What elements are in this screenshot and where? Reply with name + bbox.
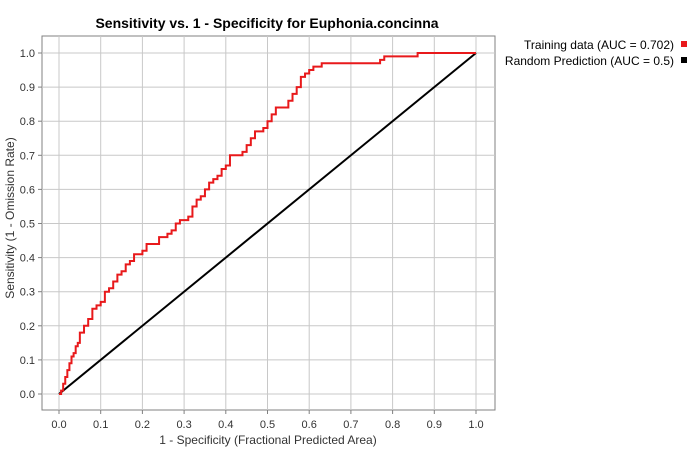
y-tick-label: 0.6 (20, 184, 35, 196)
y-tick-label: 0.5 (20, 219, 35, 231)
y-tick-label: 0.8 (20, 116, 35, 128)
y-tick-label: 0.2 (20, 321, 35, 333)
legend-entry-label: Random Prediction (AUC = 0.5) (505, 54, 674, 68)
y-tick-label: 0.7 (20, 150, 35, 162)
y-tick-label: 0.3 (20, 287, 35, 299)
legend: Training data (AUC = 0.702) Random Predic… (505, 38, 687, 68)
x-tick-label: 0.7 (343, 419, 358, 431)
x-tick-label: 0.6 (302, 419, 317, 431)
x-tick-label: 0.2 (135, 419, 150, 431)
legend-entry-label: Training data (AUC = 0.702) (524, 38, 674, 52)
series-lines (58, 52, 477, 395)
legend-swatch (681, 57, 687, 63)
x-tick-label: 0.4 (218, 419, 233, 431)
y-axis-label: Sensitivity (1 - Omission Rate) (3, 137, 17, 298)
x-tick-label: 1.0 (468, 419, 483, 431)
x-tick-label: 0.0 (51, 419, 66, 431)
x-tick-label: 0.9 (427, 419, 442, 431)
chart-title: Sensitivity vs. 1 - Specificity for Euph… (95, 15, 438, 31)
y-tick-label: 0.4 (20, 253, 35, 265)
y-tick-label: 0.1 (20, 355, 35, 367)
x-tick-label: 0.1 (93, 419, 108, 431)
x-tick-label: 0.3 (176, 419, 191, 431)
legend-swatch (681, 41, 687, 47)
x-axis-label: 1 - Specificity (Fractional Predicted Ar… (159, 433, 376, 447)
y-tick-label: 0.9 (20, 82, 35, 94)
x-tick-label: 0.8 (385, 419, 400, 431)
gridlines (42, 36, 495, 410)
training-data-line (59, 52, 476, 395)
y-tick-label: 0.0 (20, 389, 35, 401)
axis-ticks: 0.0 0.1 0.2 0.3 0.4 0.5 0.6 0.7 0.8 0.9 1.0 0.0 0.1 0… (20, 48, 484, 431)
y-tick-label: 1.0 (20, 48, 35, 60)
x-tick-label: 0.5 (260, 419, 275, 431)
random-prediction-line (58, 52, 477, 395)
